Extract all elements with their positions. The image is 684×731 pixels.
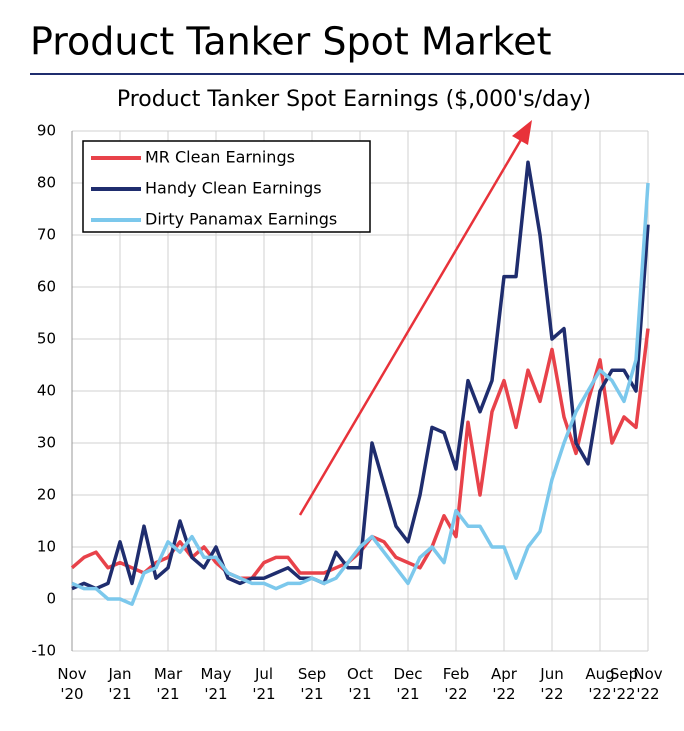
y-tick-label: -10 — [32, 642, 57, 660]
page-title: Product Tanker Spot Market — [30, 20, 551, 64]
x-tick-label: Aug '22 — [585, 665, 615, 703]
legend-label: Handy Clean Earnings — [145, 179, 322, 198]
x-tick-label: Jun '22 — [540, 665, 564, 703]
y-tick-label: 90 — [37, 122, 56, 140]
x-tick-label: May '21 — [200, 665, 232, 703]
x-tick-label: Jul '21 — [252, 665, 276, 703]
y-tick-label: 0 — [46, 590, 56, 608]
y-tick-label: 30 — [37, 434, 56, 452]
y-tick-label: 20 — [37, 486, 56, 504]
chart-title: Product Tanker Spot Earnings ($,000's/da… — [117, 87, 591, 112]
x-tick-label: Oct '21 — [347, 665, 373, 703]
y-tick-label: 70 — [37, 226, 56, 244]
x-tick-label: Nov '20 — [57, 665, 87, 703]
x-tick-label: Nov '22 — [633, 665, 663, 703]
x-tick-label: Apr '22 — [491, 665, 517, 703]
x-tick-label: Sep '22 — [609, 665, 639, 703]
y-tick-label: 10 — [37, 538, 56, 556]
x-tick-label: Jan '21 — [108, 665, 132, 703]
arrow-head — [512, 120, 532, 145]
trend-arrow — [298, 137, 524, 516]
legend-label: MR Clean Earnings — [145, 148, 295, 167]
y-tick-label: 60 — [37, 278, 56, 296]
series-line — [71, 182, 650, 606]
x-tick-label: Sep '21 — [297, 665, 327, 703]
series-line — [71, 160, 650, 591]
y-tick-label: 40 — [37, 382, 56, 400]
x-tick-label: Feb '22 — [442, 665, 470, 703]
legend-label: Dirty Panamax Earnings — [145, 210, 337, 229]
y-tick-label: 50 — [37, 330, 56, 348]
x-tick-label: Dec '21 — [393, 665, 423, 703]
x-tick-label: Mar '21 — [153, 665, 183, 703]
y-tick-label: 80 — [37, 174, 56, 192]
